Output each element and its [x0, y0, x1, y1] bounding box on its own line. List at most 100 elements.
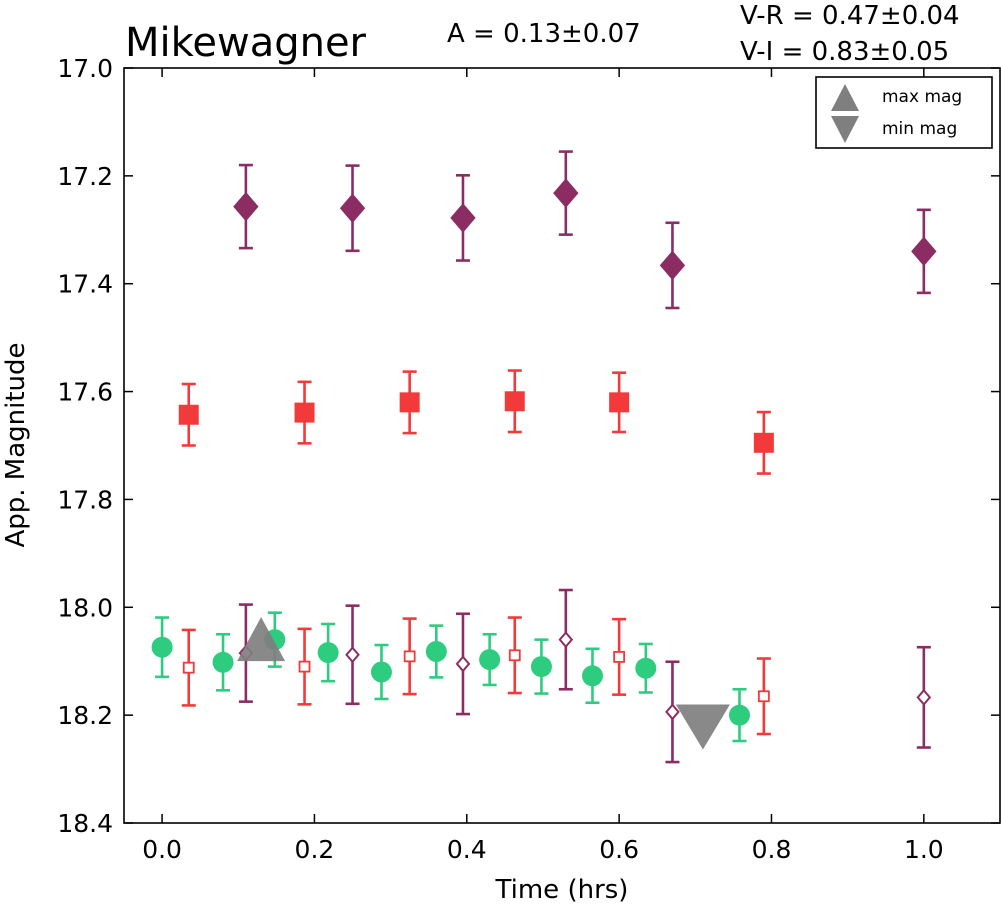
- x-axis-ticks: 0.0 0.2 0.4 0.6 0.8 1.0: [142, 68, 944, 864]
- square-marker: [609, 392, 630, 413]
- data-point: [450, 174, 476, 262]
- circle-marker: [530, 656, 552, 678]
- y-tick-label: 18.2: [57, 701, 113, 730]
- square-marker: [399, 392, 420, 413]
- data-point: [297, 627, 312, 706]
- circle-marker: [635, 657, 657, 679]
- x-tick-label: 1.0: [904, 835, 944, 864]
- data-point: [370, 643, 392, 701]
- data-point: [665, 660, 680, 764]
- data-point: [479, 632, 501, 687]
- data-point: [530, 638, 552, 695]
- diamond-marker: [233, 191, 259, 222]
- circle-marker: [317, 642, 339, 664]
- data-series-2: [178, 369, 774, 475]
- data-point: [504, 369, 525, 434]
- x-axis-label: Time (hrs): [495, 875, 629, 904]
- data-point: [233, 163, 259, 250]
- x-tick-label: 0.8: [752, 835, 792, 864]
- diamond-marker: [911, 236, 937, 267]
- open-square-marker: [757, 690, 770, 703]
- x-tick-label: 0.0: [142, 835, 182, 864]
- open-square-marker: [508, 649, 521, 662]
- y-tick-label: 18.4: [57, 809, 113, 838]
- open-square-marker: [182, 661, 195, 674]
- open-square-marker: [613, 651, 626, 663]
- y-tick-label: 17.2: [57, 162, 113, 191]
- x-tick-label: 0.6: [599, 835, 639, 864]
- min-mag-marker: [675, 704, 730, 750]
- circle-marker: [728, 704, 750, 726]
- y-tick-label: 17.4: [57, 270, 113, 299]
- v-r-color-stat: V-R = 0.47±0.04: [740, 1, 960, 31]
- data-series-1: [233, 150, 937, 310]
- legend-max-mag-marker: [831, 84, 859, 111]
- data-point: [178, 382, 199, 447]
- data-point: [339, 164, 366, 253]
- x-tick-label: 0.4: [447, 835, 487, 864]
- data-point: [399, 370, 420, 435]
- open-square-marker: [403, 650, 416, 663]
- diamond-marker: [450, 203, 476, 233]
- x-tick-label: 0.2: [295, 835, 335, 864]
- data-point: [507, 616, 522, 695]
- plot-marks: [151, 150, 937, 764]
- data-point: [612, 617, 627, 696]
- data-point: [294, 380, 315, 445]
- y-tick-label: 17.0: [57, 54, 113, 83]
- square-marker: [294, 402, 315, 423]
- data-point: [911, 208, 937, 295]
- data-series-4: [181, 616, 771, 736]
- diamond-marker: [339, 193, 366, 223]
- data-point: [558, 588, 574, 691]
- legend-max-mag-label: max mag: [882, 87, 962, 107]
- y-tick-label: 17.8: [57, 485, 113, 514]
- open-diamond-marker: [916, 688, 932, 706]
- data-point: [425, 624, 447, 679]
- data-point: [151, 616, 173, 679]
- diamond-marker: [659, 250, 686, 281]
- y-axis-label: App. Magnitude: [1, 342, 31, 547]
- data-point: [212, 632, 234, 692]
- data-point: [345, 604, 360, 706]
- data-point: [455, 612, 471, 716]
- open-square-marker: [298, 660, 311, 673]
- circle-marker: [425, 641, 447, 663]
- max-mag-marker: [237, 617, 286, 662]
- plot-frame: [123, 67, 1001, 824]
- open-diamond-marker: [345, 646, 360, 664]
- triangle-down-icon: [831, 116, 859, 143]
- data-point: [753, 410, 774, 475]
- chart-title: Mikewagner: [125, 20, 367, 66]
- open-diamond-marker: [665, 703, 680, 721]
- open-diamond-marker: [558, 631, 574, 649]
- data-point: [635, 642, 657, 694]
- data-point: [916, 645, 932, 749]
- data-point: [659, 221, 686, 310]
- circle-marker: [151, 636, 173, 658]
- legend-min-mag-label: min mag: [882, 119, 957, 139]
- legend: max mag min mag: [815, 76, 993, 149]
- circle-marker: [370, 661, 392, 683]
- data-series-3: [151, 611, 750, 743]
- data-point: [581, 647, 603, 705]
- data-point: [181, 628, 196, 707]
- circle-marker: [581, 665, 603, 687]
- data-point: [756, 657, 771, 736]
- open-diamond-marker: [455, 655, 471, 673]
- v-i-color-stat: V-I = 0.83±0.05: [740, 37, 949, 67]
- square-marker: [178, 404, 199, 425]
- data-point: [402, 617, 417, 696]
- data-point: [553, 150, 579, 236]
- circle-marker: [479, 649, 501, 671]
- y-axis-ticks: 17.0 17.2 17.4 17.6 17.8 18.0 18.2 18.4: [57, 54, 1000, 838]
- data-point: [609, 371, 630, 434]
- y-tick-label: 17.6: [57, 378, 113, 407]
- data-point: [728, 687, 750, 743]
- square-marker: [753, 432, 774, 453]
- circle-marker: [212, 651, 234, 673]
- diamond-marker: [553, 178, 579, 208]
- legend-min-mag-marker: [831, 116, 859, 143]
